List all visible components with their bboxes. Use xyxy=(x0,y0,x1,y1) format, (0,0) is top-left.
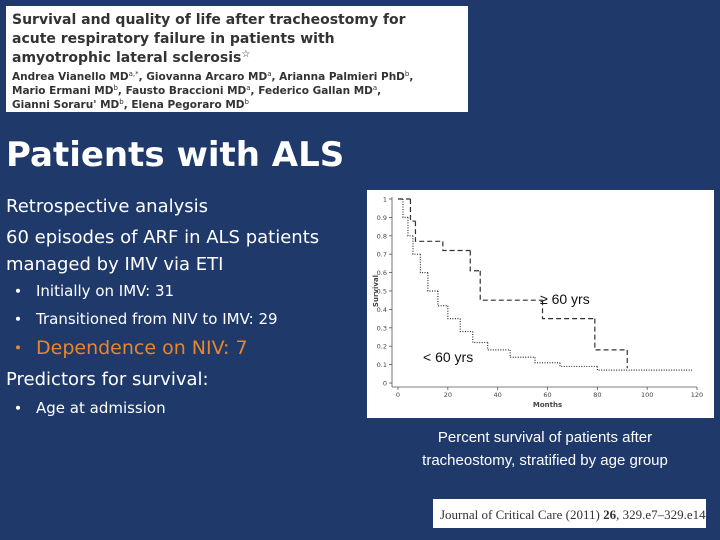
content: Survival and quality of life after trach… xyxy=(6,12,706,522)
survival-step xyxy=(442,241,471,252)
author-name: Gianni Soraru' MD xyxy=(12,99,120,111)
paper-title-line: Survival and quality of life after trach… xyxy=(12,12,406,28)
y-tick-label: 1 xyxy=(383,196,387,204)
bullet xyxy=(16,345,20,350)
paper-title-line: acute respiratory failure in patients wi… xyxy=(12,31,335,47)
survival-step xyxy=(469,250,481,272)
title-mark: ☆ xyxy=(241,49,250,60)
author-affiliation: a xyxy=(246,84,250,92)
survival-step xyxy=(414,221,443,242)
y-axis-label: Survival xyxy=(372,275,380,307)
author-affiliation: b xyxy=(245,98,250,106)
author-name: Mario Ermani MD xyxy=(12,85,114,97)
author-separator: , xyxy=(118,85,126,97)
author-separator: , xyxy=(251,85,259,97)
survival-step xyxy=(594,318,628,351)
citation-journal: Journal of Critical Care (2011) xyxy=(440,507,603,522)
paper-title-line: amyotrophic lateral sclerosis☆ xyxy=(12,49,250,67)
author-separator: , xyxy=(409,71,413,83)
x-tick-label: 40 xyxy=(494,391,502,399)
series-label: ≥ 60 yrs xyxy=(540,291,590,307)
author-affiliation: a xyxy=(267,70,271,78)
y-tick-label: 0.5 xyxy=(377,288,387,296)
survival-step xyxy=(412,235,421,255)
citation: Journal of Critical Care (2011) 26, 329.… xyxy=(440,507,706,522)
survival-step xyxy=(419,254,428,274)
y-tick-label: 0.1 xyxy=(377,361,387,369)
x-tick-label: 0 xyxy=(396,391,400,399)
bullet xyxy=(16,405,20,410)
survival-step xyxy=(534,357,560,364)
author-line: Mario Ermani MDb, Fausto Braccioni MDa, … xyxy=(12,84,381,97)
citation-box xyxy=(433,499,706,528)
survival-step xyxy=(479,270,543,301)
body-text: Transitioned from NIV to IMV: 29 xyxy=(35,310,278,328)
y-tick-label: 0.7 xyxy=(377,251,387,259)
slide-title: Patients with ALS xyxy=(6,135,344,175)
author-line: Andrea Vianello MDa,*, Giovanna Arcaro M… xyxy=(12,70,413,83)
author-separator: , xyxy=(124,99,132,111)
x-tick-label: 120 xyxy=(691,391,703,399)
y-tick-label: 0.2 xyxy=(377,343,387,351)
caption: Percent survival of patients after xyxy=(438,429,652,446)
body-text: Age at admission xyxy=(36,399,166,417)
bullet xyxy=(16,316,20,321)
author-separator: , xyxy=(271,71,279,83)
survival-step xyxy=(427,272,438,292)
body-text: Initially on IMV: 31 xyxy=(36,282,174,300)
author-affiliation: a xyxy=(373,84,377,92)
citation-pages: , 329.e7–329.e14 xyxy=(616,507,706,522)
author-name: Arianna Palmieri PhD xyxy=(279,71,405,83)
author-name: Elena Pegoraro MD xyxy=(131,99,244,111)
author-affiliation: b xyxy=(405,70,410,78)
body-text: Predictors for survival: xyxy=(6,369,209,390)
author-name: Federico Gallan MD xyxy=(258,85,373,97)
survival-step xyxy=(407,217,413,237)
citation-volume: 26 xyxy=(603,507,617,522)
author-line: Gianni Soraru' MDb, Elena Pegoraro MDb xyxy=(12,98,250,111)
x-tick-label: 100 xyxy=(641,391,653,399)
survival-step xyxy=(541,300,595,320)
author-affiliation: a,* xyxy=(129,70,140,78)
y-tick-label: 0 xyxy=(383,380,387,388)
chart-box xyxy=(367,190,714,418)
author-name: Giovanna Arcaro MD xyxy=(146,71,267,83)
y-tick-label: 0.9 xyxy=(377,214,387,222)
body-text: managed by IMV via ETI xyxy=(6,254,223,275)
series-label: < 60 yrs xyxy=(423,349,473,365)
survival-step xyxy=(402,199,408,218)
x-tick-label: 80 xyxy=(593,391,601,399)
author-separator: , xyxy=(139,71,147,83)
author-affiliation: b xyxy=(119,98,124,106)
bullet xyxy=(16,288,20,293)
author-name: Andrea Vianello MD xyxy=(12,71,129,83)
y-tick-label: 0.6 xyxy=(377,269,387,277)
x-axis-label: Months xyxy=(533,401,562,409)
survival-step xyxy=(459,318,473,333)
y-tick-label: 0.3 xyxy=(377,324,387,332)
survival-step xyxy=(447,305,461,320)
x-tick-label: 20 xyxy=(444,391,452,399)
paper-header-box xyxy=(6,6,468,112)
body-text: 60 episodes of ARF in ALS patients xyxy=(6,227,319,248)
survival-step xyxy=(409,199,416,222)
y-tick-label: 0.8 xyxy=(377,232,387,240)
author-separator: , xyxy=(377,85,381,97)
body-text: Dependence on NIV: 7 xyxy=(36,337,248,359)
author-affiliation: b xyxy=(113,84,118,92)
y-tick-label: 0.4 xyxy=(377,306,387,314)
x-tick-label: 60 xyxy=(543,391,551,399)
body-text: Retrospective analysis xyxy=(6,196,208,217)
caption: tracheostomy, stratified by age group xyxy=(422,452,668,469)
author-name: Fausto Braccioni MD xyxy=(126,85,247,97)
